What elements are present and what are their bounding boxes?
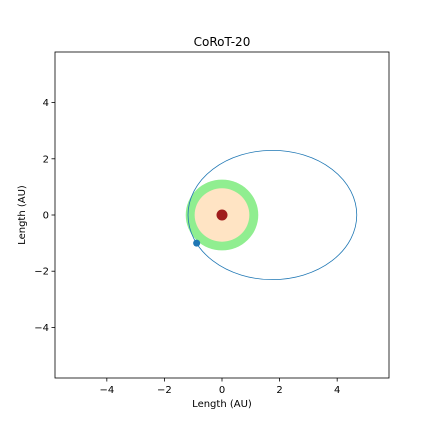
x-axis: −4 −2 0 2 4 — [99, 378, 340, 396]
planet-marker — [193, 239, 201, 247]
x-tick-label: 2 — [276, 385, 282, 396]
plot-area — [185, 149, 358, 281]
star-marker — [216, 209, 228, 221]
y-tick-label: −2 — [34, 267, 49, 278]
y-axis-label: Length (AU) — [17, 185, 28, 245]
x-tick-label: −2 — [157, 385, 172, 396]
orbit-ellipse — [187, 149, 358, 281]
x-axis-label: Length (AU) — [192, 399, 252, 410]
y-tick-label: 0 — [43, 211, 49, 222]
x-tick-label: −4 — [99, 385, 114, 396]
y-tick-label: 2 — [43, 154, 49, 165]
x-tick-label: 4 — [334, 385, 340, 396]
x-tick-label: 0 — [219, 385, 225, 396]
y-tick-label: −4 — [34, 323, 49, 334]
y-tick-label: 4 — [43, 98, 49, 109]
chart-title: CoRoT-20 — [194, 35, 251, 49]
y-axis: −4 −2 0 2 4 — [34, 98, 55, 334]
